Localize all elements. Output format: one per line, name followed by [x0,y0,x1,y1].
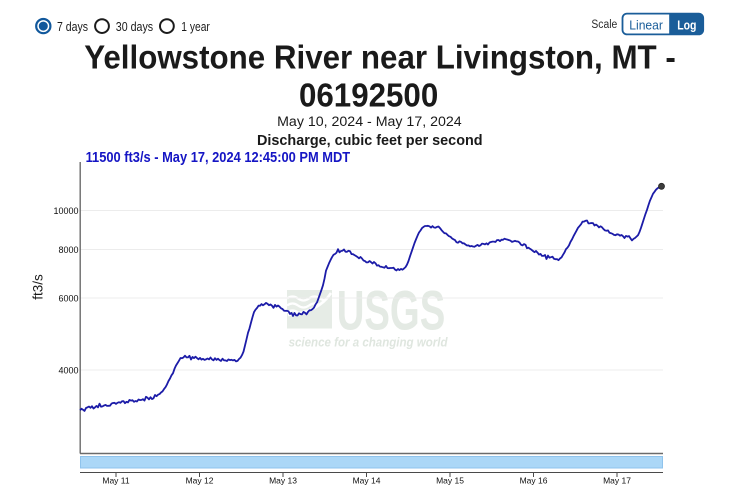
svg-text:6000: 6000 [58,294,78,304]
svg-text:May 12: May 12 [186,476,214,486]
svg-text:May 11: May 11 [102,476,130,486]
svg-text:USGS: USGS [337,280,446,342]
svg-text:1 year: 1 year [181,20,210,34]
svg-text:7 days: 7 days [57,19,88,34]
svg-text:May 13: May 13 [269,476,297,486]
svg-text:06192500: 06192500 [299,77,438,114]
svg-text:Yellowstone River near Livings: Yellowstone River near Livingston, MT - [84,39,676,76]
svg-text:Log: Log [677,20,696,33]
svg-text:May 17: May 17 [603,476,631,486]
svg-text:4000: 4000 [58,366,78,376]
svg-text:May 14: May 14 [353,476,381,486]
svg-text:10000: 10000 [53,206,78,216]
svg-text:Discharge, cubic feet per seco: Discharge, cubic feet per second [257,133,483,149]
svg-text:Scale: Scale [591,19,617,32]
svg-text:11500 ft3/s - May 17, 2024 12:: 11500 ft3/s - May 17, 2024 12:45:00 PM M… [86,149,351,165]
svg-text:8000: 8000 [58,245,78,255]
svg-text:ft3/s: ft3/s [31,274,46,300]
svg-text:May 10, 2024 - May 17, 2024: May 10, 2024 - May 17, 2024 [277,114,462,130]
svg-text:Linear: Linear [629,18,663,32]
svg-text:30 days: 30 days [116,19,153,34]
svg-text:May 16: May 16 [520,476,548,486]
svg-text:science for a changing world: science for a changing world [289,335,448,350]
svg-text:May 15: May 15 [436,476,464,486]
